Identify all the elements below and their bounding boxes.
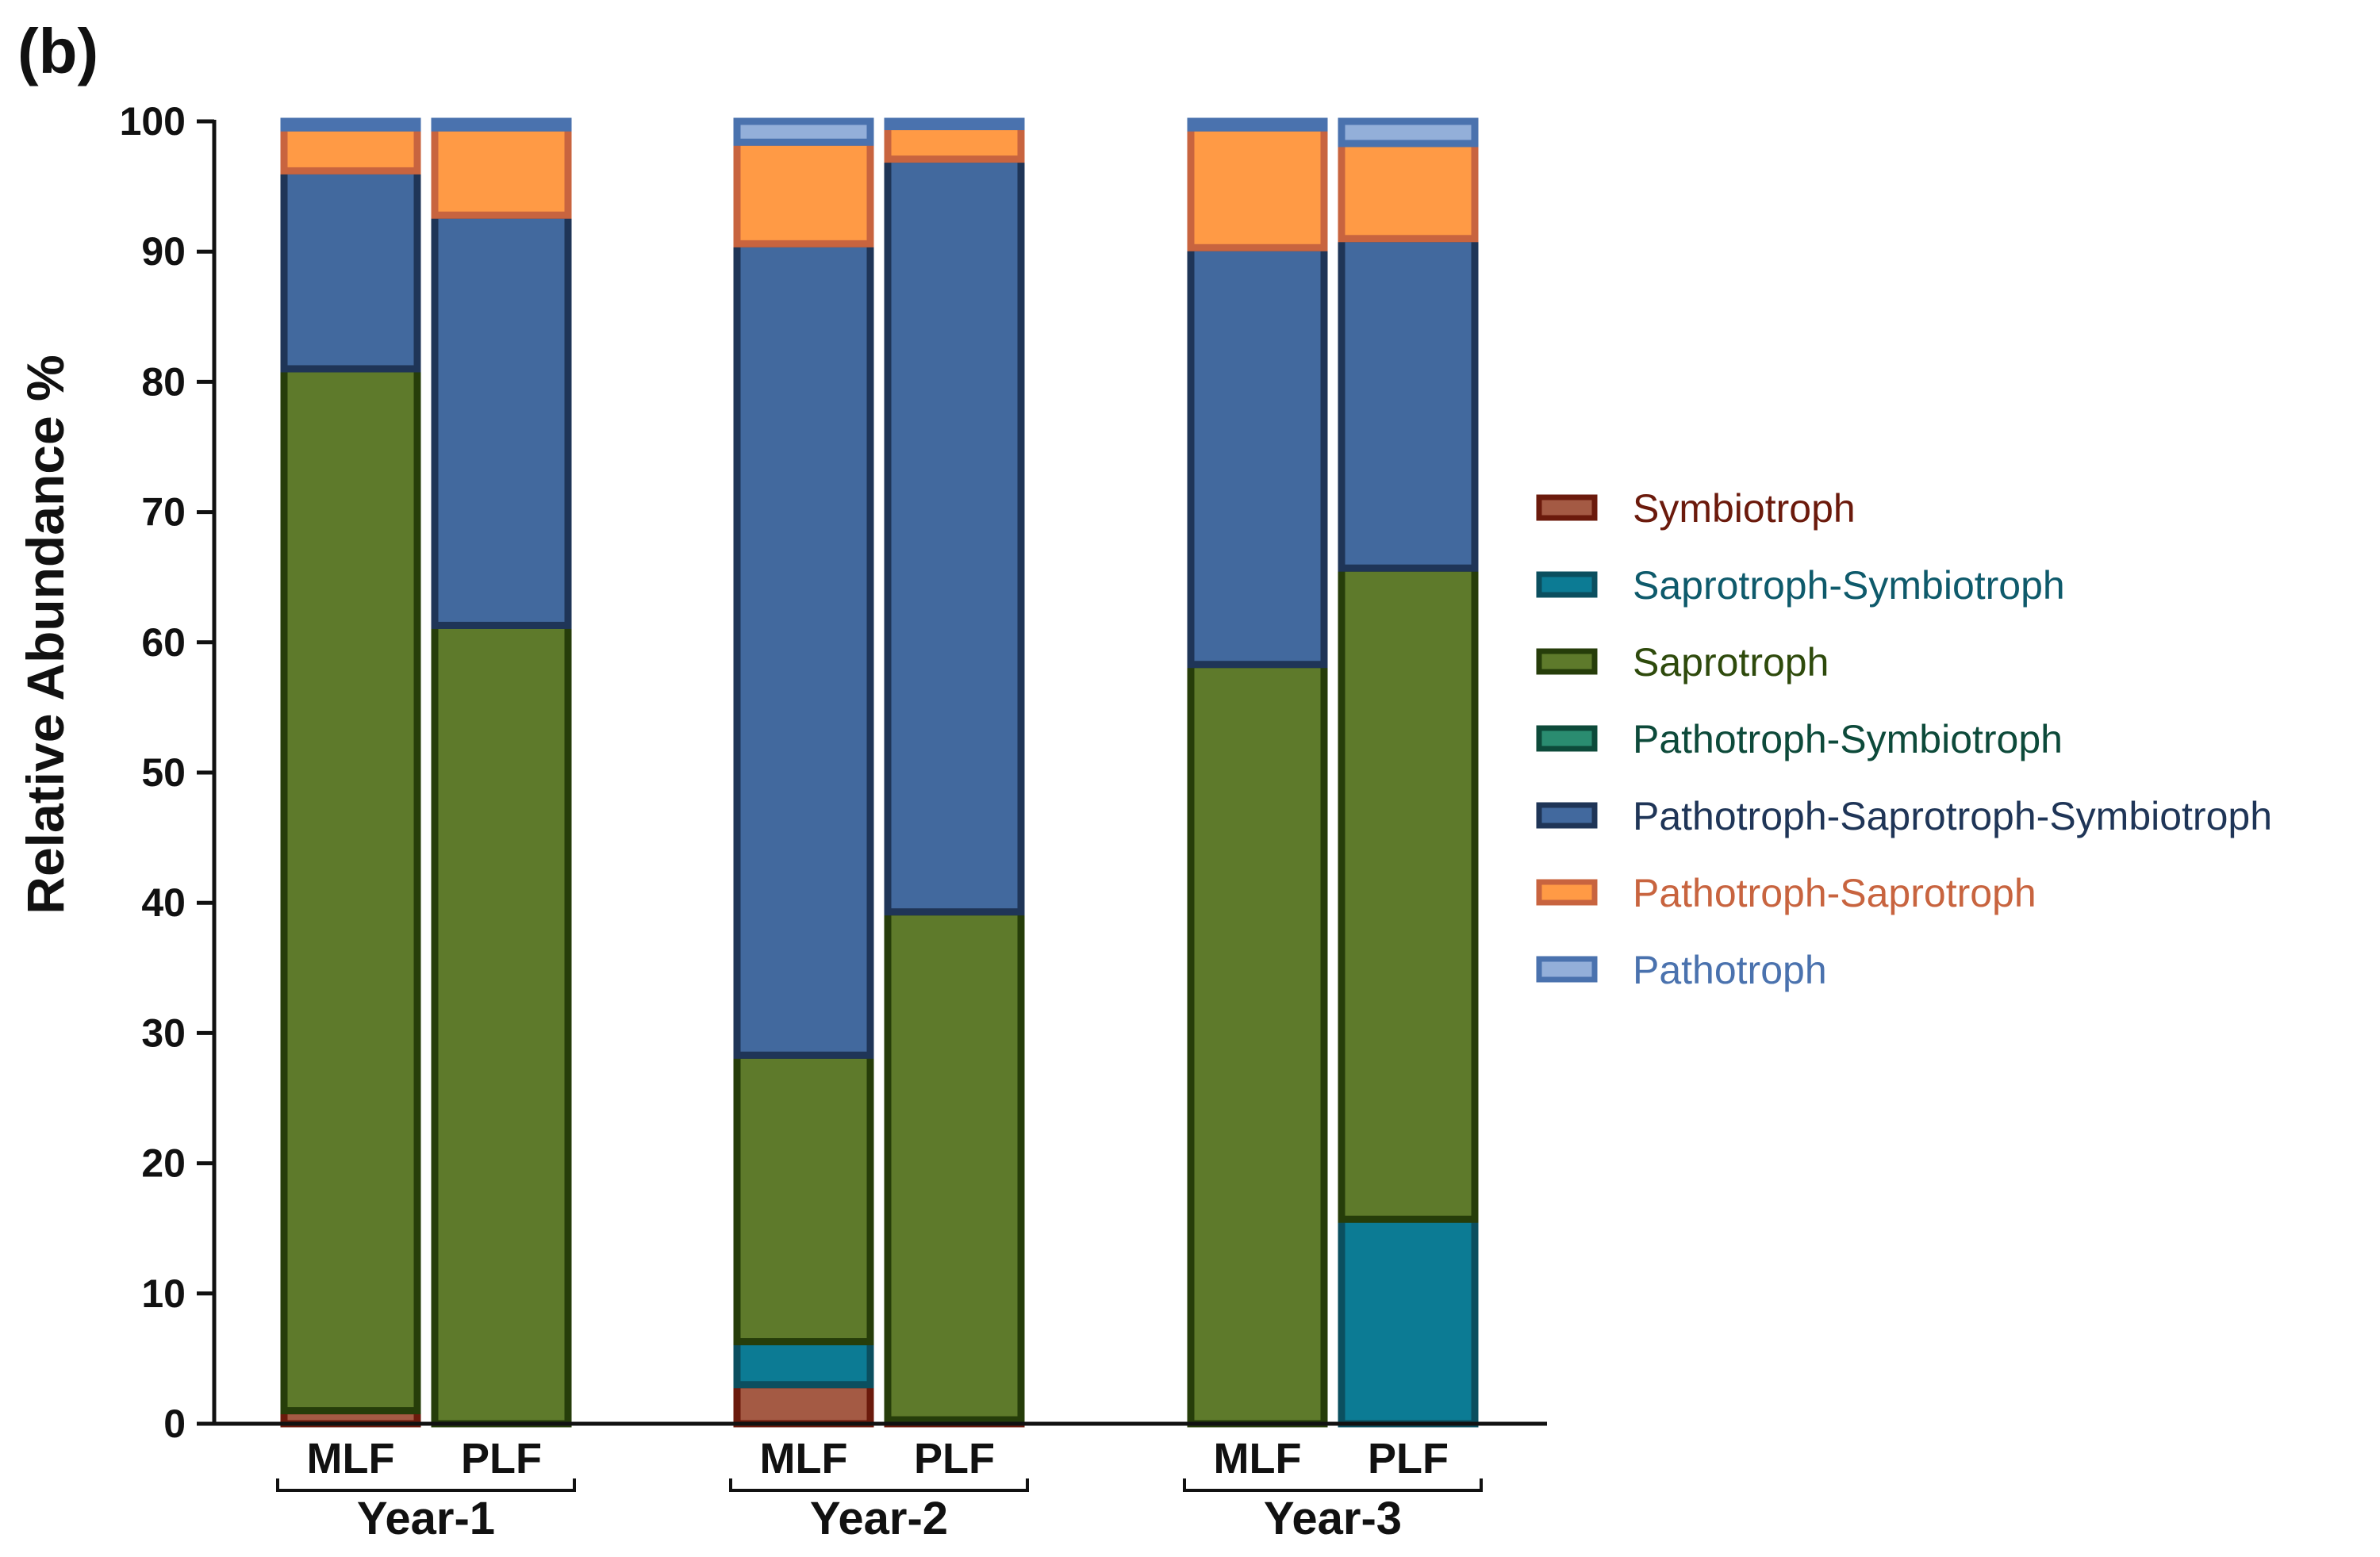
bar-segment-saprotroph-6 [1338,564,1479,1223]
y-axis-title: Relative Abundance % [16,355,75,914]
y-tick-label: 70 [141,490,186,535]
y-tick-label: 50 [141,750,186,795]
bar-segment-saprotroph-5 [1187,661,1328,1428]
group-bracket [1183,1478,1483,1492]
y-tick-label: 30 [141,1011,186,1055]
legend-swatch [1536,802,1598,829]
y-tick-label: 20 [141,1141,186,1186]
bar-segment-pathotroph-saprotroph-symbiotroph-6 [1338,235,1479,572]
legend: Symbiotroph Saprotroph-Symbiotroph Saprotr… [1536,486,2272,992]
y-tick-label: 40 [141,880,186,925]
bar-segment-pathotroph-1 [280,117,421,132]
y-tick-label: 60 [141,620,186,665]
bar-segment-saprotroph-2 [431,621,572,1428]
legend-swatch [1536,725,1598,752]
bar-segment-saprotroph-3 [733,1051,874,1346]
group-bracket [729,1478,1029,1492]
y-tick-label: 10 [141,1271,186,1316]
bar-segment-symbiotroph-3 [733,1381,874,1428]
x-category-label: PLF [461,1435,542,1482]
bar-segment-saprotroph-1 [280,365,421,1415]
bar-segment-saprotroph-symbiotroph-6 [1338,1215,1479,1428]
legend-swatch [1536,571,1598,598]
bar-segment-pathotroph-saprotroph-2 [431,124,572,219]
legend-swatch [1536,879,1598,906]
legend-label: Pathotroph-Symbiotroph [1633,717,2063,761]
bar-segment-pathotroph-saprotroph-1 [280,124,421,174]
x-category-label: PLF [1368,1435,1449,1482]
legend-label: Pathotroph-Saprotroph-Symbiotroph [1633,794,2272,838]
group-label: Year-1 [357,1493,495,1544]
bar-segment-pathotroph-saprotroph-5 [1187,124,1328,251]
bar-segment-pathotroph-saprotroph-symbiotroph-1 [280,167,421,373]
bar-segment-pathotroph-4 [884,117,1025,131]
bar-segment-pathotroph-5 [1187,117,1328,132]
x-category-label: MLF [307,1435,395,1482]
legend-label: Saprotroph [1633,640,1829,685]
group-bracket [276,1478,576,1492]
legend-swatch [1536,956,1598,983]
axes-layer: 0 10 20 30 40 50 60 70 80 90 100 MLF PLF MLF PLF MLF PLF… [120,99,1547,1544]
bar-segment-pathotroph-saprotroph-symbiotroph-4 [884,155,1025,916]
bar-segment-pathotroph-saprotroph-4 [884,123,1025,163]
bar-segment-pathotroph-2 [431,117,572,132]
x-category-label: MLF [760,1435,848,1482]
x-category-label: MLF [1214,1435,1302,1482]
bar-segment-saprotroph-symbiotroph-3 [733,1338,874,1389]
y-tick-label: 100 [120,99,186,144]
y-tick-label: 90 [141,229,186,274]
y-tick-label: 0 [163,1402,186,1446]
group-label: Year-2 [810,1493,948,1544]
group-label: Year-3 [1264,1493,1402,1544]
bar-segment-pathotroph-saprotroph-symbiotroph-3 [733,240,874,1059]
legend-swatch [1536,648,1598,675]
bars-layer [280,117,1479,1428]
legend-label: Symbiotroph [1633,486,1856,531]
bar-segment-pathotroph-saprotroph-3 [733,138,874,247]
bar-segment-pathotroph-6 [1338,117,1479,148]
bar-segment-pathotroph-3 [733,117,874,146]
y-tick-label: 80 [141,359,186,404]
panel-label: (b) [17,16,98,86]
y-axis-title-group: Relative Abundance % [16,355,75,914]
legend-label: Pathotroph-Saprotroph [1633,871,2036,915]
bar-segment-pathotroph-saprotroph-6 [1338,140,1479,243]
bar-segment-pathotroph-saprotroph-symbiotroph-5 [1187,244,1328,669]
legend-swatch [1536,494,1598,521]
bar-segment-saprotroph-4 [884,908,1025,1424]
bar-segment-pathotroph-saprotroph-symbiotroph-2 [431,211,572,629]
x-category-label: PLF [914,1435,995,1482]
legend-label: Pathotroph [1633,948,1827,992]
legend-label: Saprotroph-Symbiotroph [1633,563,2065,608]
